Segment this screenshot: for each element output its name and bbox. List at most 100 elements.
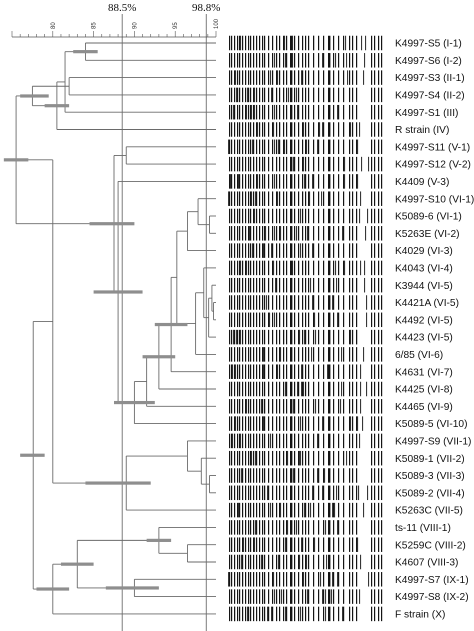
gel-band: [283, 139, 285, 155]
gel-band: [352, 104, 354, 120]
gel-band: [374, 277, 376, 293]
strain-labels: K4997-S5 (I-1)K4997-S6 (I-2)K4997-S3 (II…: [395, 39, 474, 621]
gel-band: [333, 174, 335, 189]
gel-band: [237, 191, 239, 206]
gel-band: [298, 606, 300, 622]
gel-band: [248, 191, 250, 206]
gel-band: [308, 156, 310, 172]
gel-band: [371, 35, 373, 51]
gel-band: [378, 554, 380, 570]
gel-band: [231, 277, 233, 293]
gel-band: [298, 260, 300, 276]
gel-band: [272, 450, 274, 466]
gel-band: [313, 554, 315, 570]
gel-band: [298, 243, 300, 258]
gel-band: [256, 35, 258, 51]
gel-band: [328, 589, 331, 604]
gel-band: [374, 381, 376, 397]
gel-band: [308, 104, 310, 120]
gel-band: [318, 364, 320, 379]
gel-band: [356, 104, 358, 120]
gel-band: [374, 104, 376, 120]
gel-band: [349, 277, 351, 293]
gel-band: [313, 416, 315, 431]
gel-band: [318, 122, 320, 137]
gel-band: [294, 347, 296, 362]
gel-band: [239, 399, 241, 414]
gel-band: [250, 572, 252, 587]
gel-band: [231, 347, 233, 362]
gel-band: [337, 312, 339, 328]
gel-band: [283, 433, 285, 449]
gel-band: [231, 243, 233, 258]
gel-band: [302, 329, 304, 345]
gel-band: [294, 606, 296, 622]
gel-band: [290, 174, 293, 189]
gel-band: [378, 329, 380, 345]
gel-band: [279, 104, 281, 120]
gel-band: [250, 53, 252, 68]
gel-band: [279, 485, 281, 501]
gel-band: [305, 589, 307, 604]
gel-band: [262, 364, 264, 379]
gel-band: [290, 156, 293, 172]
gel-band: [250, 139, 252, 155]
gel-band: [279, 433, 281, 449]
gel-lane: [224, 433, 384, 449]
gel-band: [328, 208, 331, 224]
gel-band: [296, 226, 298, 241]
gel-band: [292, 53, 294, 68]
gel-band: [266, 295, 268, 310]
gel-band: [343, 191, 345, 206]
gel-band: [349, 416, 351, 431]
gel-band: [308, 606, 310, 622]
gel-band: [286, 347, 288, 362]
gel-band: [283, 450, 285, 466]
gel-band: [338, 295, 340, 310]
gel-band: [231, 208, 233, 224]
gel-band: [308, 468, 310, 483]
gel-band: [231, 122, 233, 137]
gel-band: [261, 554, 263, 570]
gel-band: [242, 554, 244, 570]
gel-band: [229, 433, 231, 449]
gel-band: [280, 502, 282, 518]
gel-band: [356, 295, 358, 310]
gel-band: [349, 572, 351, 587]
gel-band: [325, 589, 327, 604]
gel-band: [242, 589, 244, 604]
gel-band: [231, 104, 233, 120]
gel-band: [268, 122, 270, 137]
gel-band: [231, 485, 233, 501]
gel-band: [308, 364, 310, 379]
gel-band: [302, 70, 304, 85]
gel-band: [352, 572, 354, 587]
gel-band: [343, 520, 345, 535]
gel-band: [333, 35, 335, 51]
gel-band: [231, 502, 233, 518]
gel-band: [294, 468, 296, 483]
gel-band: [256, 572, 258, 587]
gel-band: [259, 312, 261, 328]
gel-band: [268, 156, 270, 172]
gel-band: [306, 554, 308, 570]
gel-band: [262, 589, 264, 604]
gel-band: [279, 243, 281, 258]
gel-lane: [224, 104, 384, 120]
gel-band: [298, 208, 300, 224]
gel-band: [245, 485, 247, 501]
gel-band: [344, 156, 346, 172]
gel-band: [305, 312, 307, 328]
gel-band: [286, 295, 288, 310]
gel-band: [378, 87, 380, 103]
gel-band: [338, 589, 340, 604]
gel-band: [381, 53, 383, 68]
gel-lane: [224, 606, 384, 622]
gel-band: [234, 277, 236, 293]
strain-label: K4997-S9 (VII-1): [395, 437, 471, 448]
gel-band: [278, 554, 280, 570]
gel-band: [272, 347, 274, 362]
gel-band: [333, 399, 335, 414]
gel-band: [268, 433, 270, 449]
gel-band: [294, 208, 296, 224]
